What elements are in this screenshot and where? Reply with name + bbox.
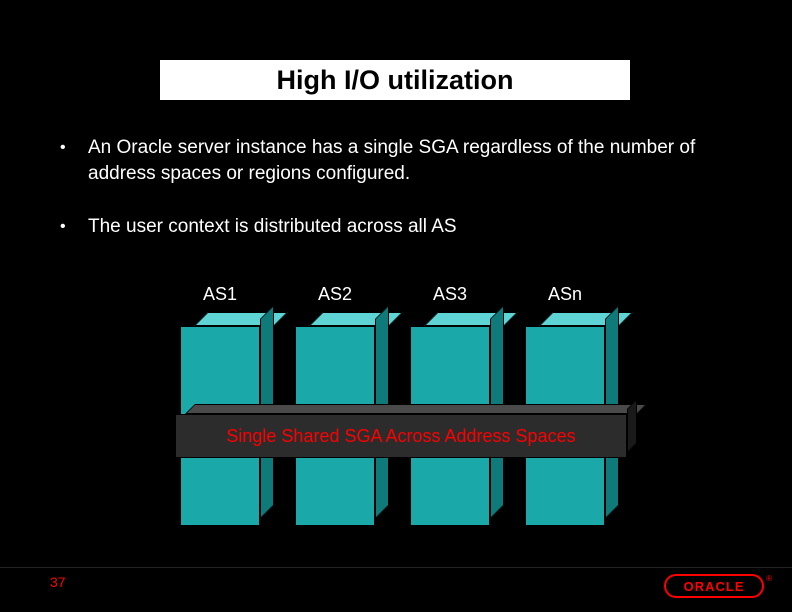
title-bar: High I/O utilization xyxy=(160,60,630,100)
logo-text: ORACLE xyxy=(664,574,764,598)
sga-top xyxy=(185,404,647,414)
bullet-list: • An Oracle server instance has a single… xyxy=(60,135,720,268)
bullet-dot-icon: • xyxy=(60,135,88,186)
architecture-diagram: AS1 AS2 AS3 ASn Single Shared SGA Across… xyxy=(180,284,620,544)
bullet-text: An Oracle server instance has a single S… xyxy=(88,135,720,186)
bullet-text: The user context is distributed across a… xyxy=(88,214,720,240)
bullet-dot-icon: • xyxy=(60,214,88,240)
footer-divider xyxy=(0,567,792,568)
sga-front: Single Shared SGA Across Address Spaces xyxy=(175,414,627,458)
registered-icon: ® xyxy=(766,574,772,583)
bullet-item: • The user context is distributed across… xyxy=(60,214,720,240)
as-label: ASn xyxy=(525,284,605,305)
sga-bar: Single Shared SGA Across Address Spaces xyxy=(175,404,627,448)
page-number: 37 xyxy=(50,574,66,590)
as-label: AS3 xyxy=(410,284,490,305)
slide-title: High I/O utilization xyxy=(277,65,514,96)
bullet-item: • An Oracle server instance has a single… xyxy=(60,135,720,186)
as-label: AS2 xyxy=(295,284,375,305)
oracle-logo: ORACLE ® xyxy=(664,574,772,598)
sga-label: Single Shared SGA Across Address Spaces xyxy=(226,426,575,447)
as-label: AS1 xyxy=(180,284,260,305)
sga-side xyxy=(627,399,637,453)
